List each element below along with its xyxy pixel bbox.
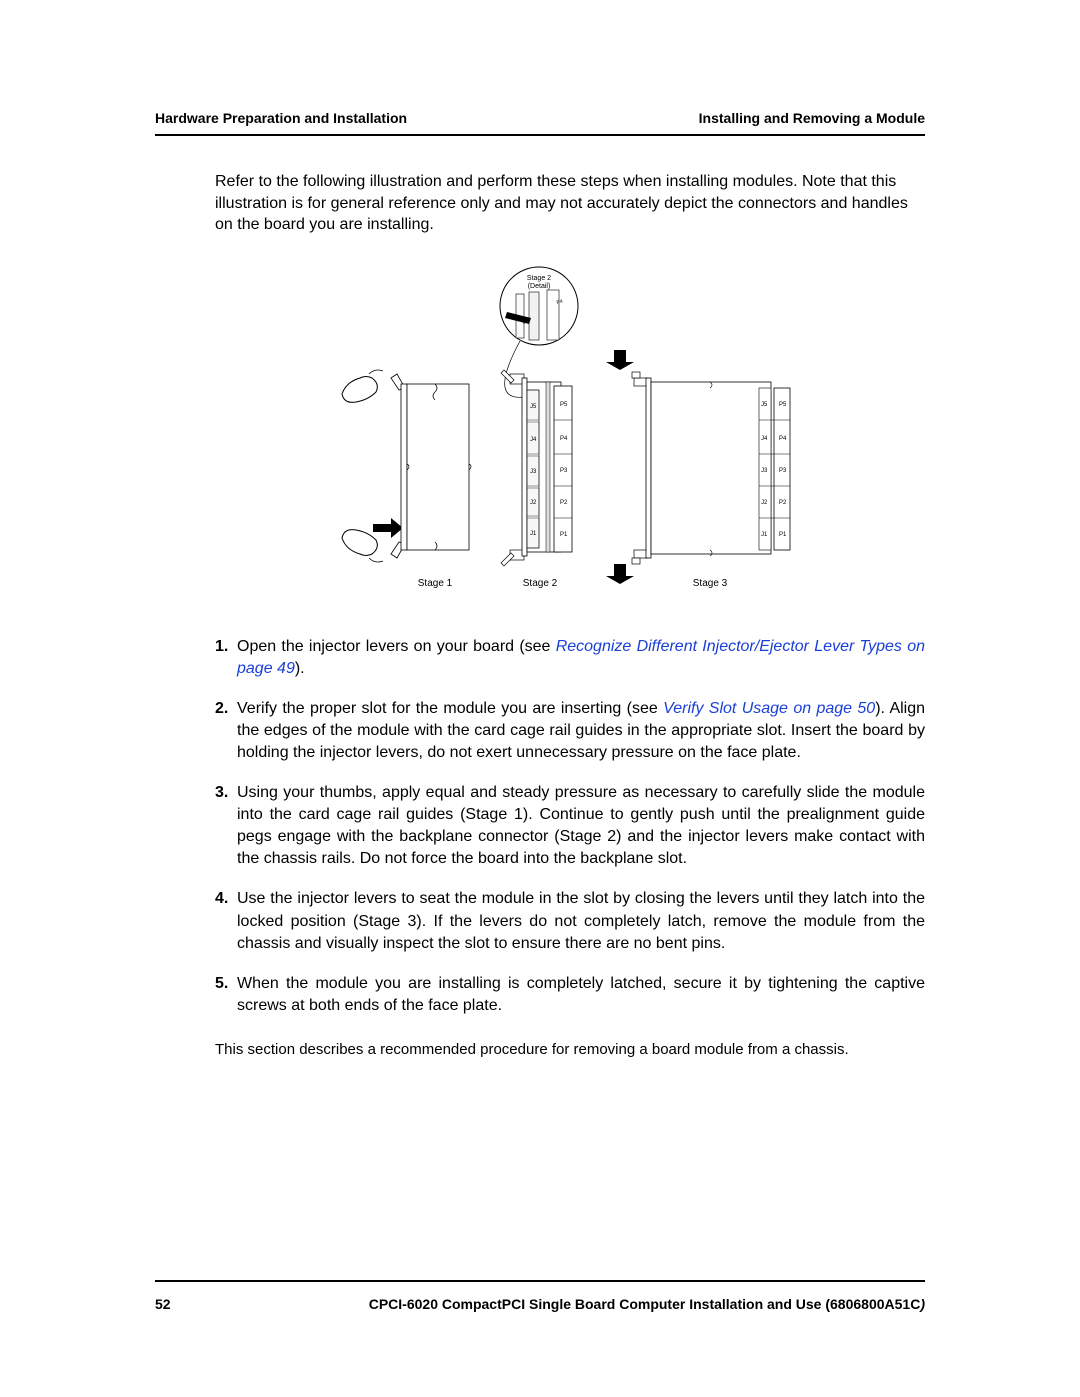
stage3-label: Stage 3 — [693, 578, 728, 589]
step-text: When the module you are installing is co… — [237, 973, 925, 1017]
svg-text:P4: P4 — [779, 436, 787, 442]
step-item: 3. Using your thumbs, apply equal and st… — [215, 782, 925, 870]
svg-text:P5: P5 — [779, 402, 787, 408]
footer: 52 CPCI-6020 CompactPCI Single Board Com… — [155, 1280, 925, 1312]
svg-text:J5: J5 — [761, 402, 768, 408]
detail-label-2: (Detail) — [528, 283, 551, 290]
intro-paragraph: Refer to the following illustration and … — [215, 171, 925, 236]
svg-text:J1: J1 — [761, 532, 768, 538]
svg-text:P3: P3 — [560, 468, 568, 474]
running-header: Hardware Preparation and Installation In… — [155, 110, 925, 126]
detail-label-1: Stage 2 — [527, 275, 551, 282]
svg-text:P1: P1 — [560, 532, 568, 538]
stage3-group: J5 P5 J4 P4 J3 P3 J2 P2 J1 P1 Stage 3 — [632, 372, 790, 589]
svg-text:J5: J5 — [530, 404, 537, 410]
header-right: Installing and Removing a Module — [699, 110, 925, 126]
installation-stages-diagram: Stage 2 (Detail) J4 P4 — [335, 266, 805, 596]
svg-text:P4: P4 — [560, 436, 568, 442]
step-number: 3. — [215, 782, 237, 870]
svg-text:J1: J1 — [530, 531, 537, 537]
step-item: 2. Verify the proper slot for the module… — [215, 698, 925, 764]
step-number: 5. — [215, 973, 237, 1017]
closing-paragraph: This section describes a recommended pro… — [215, 1039, 925, 1060]
figure: Stage 2 (Detail) J4 P4 — [215, 266, 925, 596]
step-text: Use the injector levers to seat the modu… — [237, 888, 925, 954]
stage2-group: J5 J4 J3 J2 J1 P5 P4 P3 P2 P1 Stage 2 — [501, 350, 634, 589]
svg-text:P1: P1 — [779, 532, 787, 538]
stage1-label: Stage 1 — [418, 578, 453, 589]
svg-text:J3: J3 — [530, 469, 537, 475]
page-number: 52 — [155, 1296, 171, 1312]
step-number: 2. — [215, 698, 237, 764]
step-item: 4. Use the injector levers to seat the m… — [215, 888, 925, 954]
footer-doc-title: CPCI-6020 CompactPCI Single Board Comput… — [369, 1296, 925, 1312]
step-text: Using your thumbs, apply equal and stead… — [237, 782, 925, 870]
page: Hardware Preparation and Installation In… — [0, 0, 1080, 1397]
header-left: Hardware Preparation and Installation — [155, 110, 407, 126]
step-list: 1. Open the injector levers on your boar… — [215, 636, 925, 1017]
svg-text:J2: J2 — [761, 500, 768, 506]
svg-text:P2: P2 — [560, 500, 568, 506]
step-text: Verify the proper slot for the module yo… — [237, 698, 925, 764]
step-number: 1. — [215, 636, 237, 680]
stage1-group: Stage 1 — [342, 370, 471, 589]
xref-link[interactable]: Verify Slot Usage on page 50 — [663, 700, 875, 717]
svg-text:J4: J4 — [530, 437, 537, 443]
svg-text:P2: P2 — [779, 500, 787, 506]
header-rule — [155, 134, 925, 136]
svg-text:P5: P5 — [560, 402, 568, 408]
svg-text:J3: J3 — [761, 468, 768, 474]
stage2-label: Stage 2 — [523, 578, 558, 589]
svg-text:J4: J4 — [761, 436, 768, 442]
svg-text:P3: P3 — [779, 468, 787, 474]
step-item: 1. Open the injector levers on your boar… — [215, 636, 925, 680]
footer-rule — [155, 1280, 925, 1282]
step-item: 5. When the module you are installing is… — [215, 973, 925, 1017]
body: Refer to the following illustration and … — [215, 171, 925, 1060]
svg-text:J2: J2 — [530, 500, 537, 506]
step-text: Open the injector levers on your board (… — [237, 636, 925, 680]
step-number: 4. — [215, 888, 237, 954]
